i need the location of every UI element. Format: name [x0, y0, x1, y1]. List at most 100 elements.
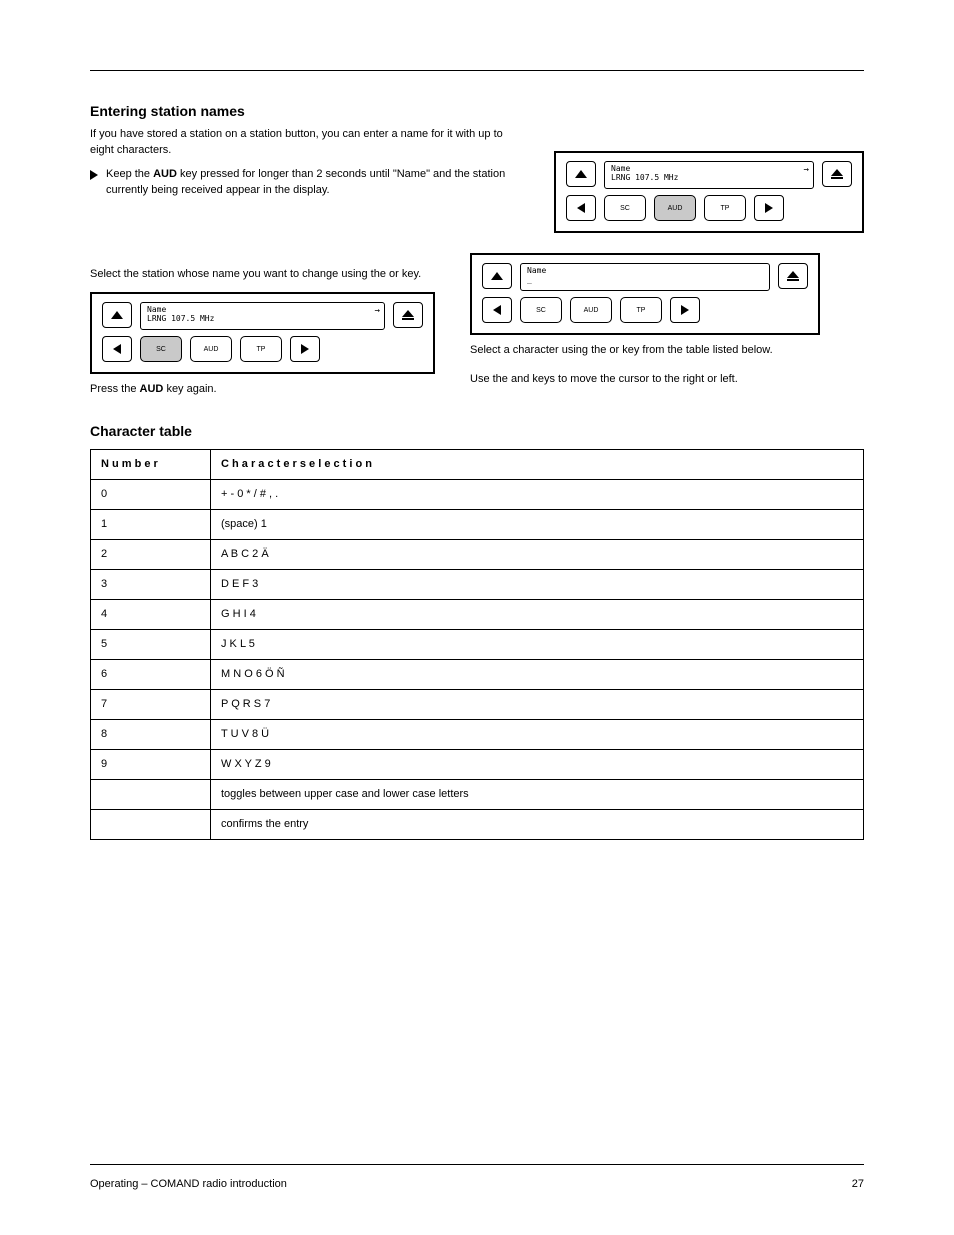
step1-key: AUD	[153, 168, 177, 180]
triangle-left-icon	[113, 344, 121, 354]
table-row: confirms the entry	[91, 809, 864, 839]
intro-heading: Entering station names	[90, 101, 524, 121]
eject-button-c[interactable]	[778, 263, 808, 289]
lcd-a-arrow: →	[804, 166, 809, 176]
table-row: 8T U V 8 Ü	[91, 719, 864, 749]
lcd-b-arrow: →	[375, 307, 380, 317]
cell-chars: P Q R S 7	[211, 689, 864, 719]
cell-chars: J K L 5	[211, 629, 864, 659]
table-row: 3D E F 3	[91, 569, 864, 599]
right-button-b[interactable]	[290, 336, 320, 362]
cell-number: 1	[91, 509, 211, 539]
footer-left: Operating – COMAND radio introduction	[90, 1178, 287, 1190]
table-row: 9W X Y Z 9	[91, 749, 864, 779]
lcd-display-a: Name LRNG 107.5 MHz →	[604, 161, 814, 189]
sc-label: SC	[620, 205, 630, 212]
up-button-b[interactable]	[102, 302, 132, 328]
tp-label-c: TP	[637, 307, 646, 314]
eject-button-b[interactable]	[393, 302, 423, 328]
cell-number: 7	[91, 689, 211, 719]
step1-prefix: Keep the	[106, 168, 150, 180]
aud-label: AUD	[668, 205, 683, 212]
step1-mid: key pressed for longer than 2 seconds un…	[180, 168, 390, 180]
footer-right: 27	[852, 1178, 864, 1190]
second-right-col: Name _ SC AUD TP Select a character usin…	[470, 253, 820, 388]
cell-chars: W X Y Z 9	[211, 749, 864, 779]
cell-chars: M N O 6 Ö Ñ	[211, 659, 864, 689]
cell-number: 0	[91, 479, 211, 509]
sc-button-b[interactable]: SC	[140, 336, 182, 362]
cell-chars: + - 0 * / # , .	[211, 479, 864, 509]
step4-text: Select a character using the or key from…	[470, 343, 820, 358]
up-button-c[interactable]	[482, 263, 512, 289]
sc-label-b: SC	[156, 346, 166, 353]
step3-suffix: key again.	[166, 383, 216, 395]
tp-button-c[interactable]: TP	[620, 297, 662, 323]
right-button-c[interactable]	[670, 297, 700, 323]
right-button[interactable]	[754, 195, 784, 221]
up-button[interactable]	[566, 161, 596, 187]
cell-chars: confirms the entry	[211, 809, 864, 839]
table-row: 4G H I 4	[91, 599, 864, 629]
triangle-up-icon	[575, 170, 587, 178]
intro-text: Entering station names If you have store…	[90, 101, 524, 233]
eject-icon	[831, 169, 843, 179]
step-arrow-icon	[90, 170, 98, 180]
panel-a-wrap: Name LRNG 107.5 MHz → SC AUD TP	[554, 151, 864, 233]
lcd-c-line1: Name	[527, 267, 763, 276]
cell-chars: toggles between upper case and lower cas…	[211, 779, 864, 809]
cell-number: 8	[91, 719, 211, 749]
footer: Operating – COMAND radio introduction 27	[90, 1178, 864, 1190]
left-button[interactable]	[566, 195, 596, 221]
sc-button-c[interactable]: SC	[520, 297, 562, 323]
table-row: 7P Q R S 7	[91, 689, 864, 719]
lcd-display-c: Name _	[520, 263, 770, 291]
left-button-b[interactable]	[102, 336, 132, 362]
intro-row: Entering station names If you have store…	[90, 101, 864, 233]
control-panel-a: Name LRNG 107.5 MHz → SC AUD TP	[554, 151, 864, 233]
top-rule	[90, 70, 864, 71]
triangle-right-icon	[765, 203, 773, 213]
cell-number: 2	[91, 539, 211, 569]
tp-label-b: TP	[257, 346, 266, 353]
aud-label-c: AUD	[584, 307, 599, 314]
step3-key: AUD	[140, 383, 164, 395]
sc-label-c: SC	[536, 307, 546, 314]
sc-button[interactable]: SC	[604, 195, 646, 221]
triangle-left-icon	[577, 203, 585, 213]
char-table-title: Character table	[90, 423, 864, 439]
cell-number: 3	[91, 569, 211, 599]
tp-button-b[interactable]: TP	[240, 336, 282, 362]
cell-number: 9	[91, 749, 211, 779]
left-button-c[interactable]	[482, 297, 512, 323]
lcd-c-line2: _	[527, 276, 763, 285]
control-panel-c: Name _ SC AUD TP	[470, 253, 820, 335]
table-row: 6M N O 6 Ö Ñ	[91, 659, 864, 689]
step1-text: Keep the AUD key pressed for longer than…	[106, 167, 524, 199]
lcd-b-line2: LRNG 107.5 MHz	[147, 315, 378, 324]
step3-text: Press the AUD key again.	[90, 382, 435, 397]
cell-chars: (space) 1	[211, 509, 864, 539]
table-header-row: N u m b e r C h a r a c t e r s e l e c …	[91, 449, 864, 479]
eject-icon	[787, 271, 799, 281]
cell-number: 5	[91, 629, 211, 659]
cell-number	[91, 809, 211, 839]
triangle-up-icon	[111, 311, 123, 319]
col-char-header: C h a r a c t e r s e l e c t i o n	[211, 449, 864, 479]
table-row: 5J K L 5	[91, 629, 864, 659]
table-row: 1(space) 1	[91, 509, 864, 539]
second-row: Select the station whose name you want t…	[90, 253, 864, 398]
step1: Keep the AUD key pressed for longer than…	[90, 167, 524, 199]
lcd-display-b: Name LRNG 107.5 MHz →	[140, 302, 385, 330]
aud-button[interactable]: AUD	[654, 195, 696, 221]
tp-button[interactable]: TP	[704, 195, 746, 221]
tp-label: TP	[721, 205, 730, 212]
triangle-up-icon	[491, 272, 503, 280]
table-row: 0+ - 0 * / # , .	[91, 479, 864, 509]
aud-button-b[interactable]: AUD	[190, 336, 232, 362]
aud-button-c[interactable]: AUD	[570, 297, 612, 323]
cell-chars: A B C 2 Ä	[211, 539, 864, 569]
aud-label-b: AUD	[204, 346, 219, 353]
eject-button[interactable]	[822, 161, 852, 187]
triangle-right-icon	[681, 305, 689, 315]
